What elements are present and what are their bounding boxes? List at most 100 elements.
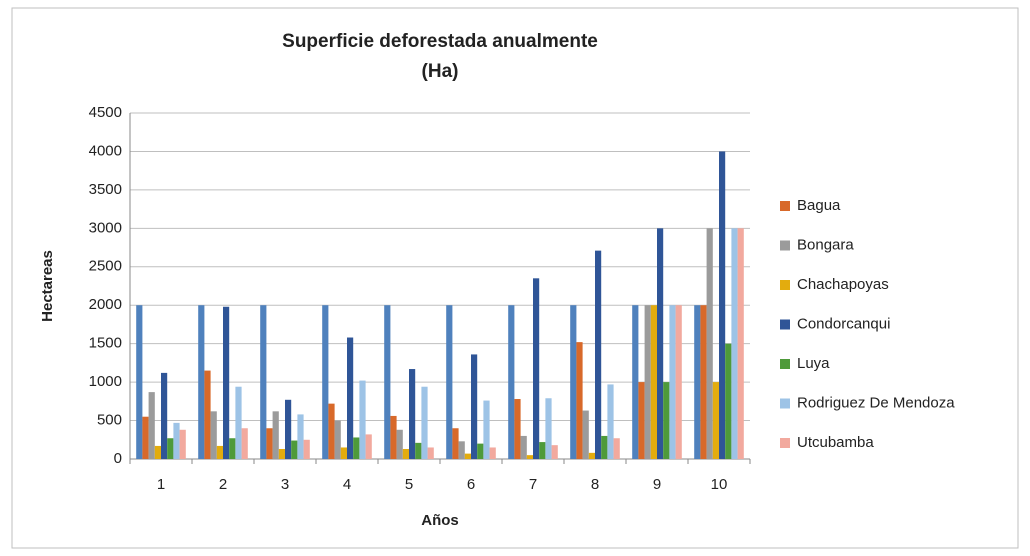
bar [607, 384, 614, 459]
chart-title: Superficie deforestada anualmente [282, 31, 598, 52]
x-tick-label: 2 [219, 476, 227, 493]
bar [210, 411, 217, 459]
bar [520, 435, 527, 459]
bar [737, 228, 744, 459]
bar [285, 399, 292, 459]
legend-label: Condorcanqui [797, 315, 890, 332]
bar [328, 403, 335, 459]
bar [539, 442, 546, 459]
bar [402, 449, 409, 459]
bar [551, 445, 558, 459]
bar [291, 440, 298, 459]
y-tick-label: 500 [97, 412, 122, 429]
x-tick-label: 3 [281, 476, 289, 493]
x-tick-label: 1 [157, 476, 165, 493]
bar [669, 305, 676, 459]
bar [173, 422, 180, 459]
x-tick-label: 6 [467, 476, 475, 493]
bar [260, 305, 267, 459]
bar [148, 392, 155, 459]
bar [650, 305, 657, 459]
bar [353, 437, 360, 459]
legend-label: Rodriguez De Mendoza [797, 394, 955, 411]
legend-swatch [780, 398, 790, 409]
bar [576, 342, 583, 459]
legend-label: Bagua [797, 197, 841, 214]
bar [719, 151, 726, 459]
bar [712, 382, 719, 459]
bar [638, 382, 645, 459]
bar [136, 305, 143, 459]
bar [582, 410, 589, 459]
bar [663, 382, 670, 459]
bar [223, 306, 230, 459]
bar [725, 343, 732, 459]
bar [278, 449, 285, 459]
bar [198, 305, 205, 459]
bar [526, 455, 533, 459]
bar [545, 398, 552, 459]
bar [588, 452, 595, 459]
bar [334, 420, 341, 459]
legend-label: Utcubamba [797, 434, 874, 451]
legend-label: Bongara [797, 236, 854, 253]
bar [216, 445, 223, 459]
bar [340, 447, 347, 459]
bar [452, 428, 459, 459]
legend-swatch [780, 359, 790, 369]
bar [384, 305, 391, 459]
x-tick-label: 10 [711, 476, 728, 493]
y-tick-label: 1500 [89, 335, 122, 352]
bar [731, 228, 738, 459]
bar [644, 305, 651, 459]
bar [700, 305, 707, 459]
y-tick-label: 4000 [89, 142, 122, 159]
bar [570, 305, 577, 459]
bar [613, 438, 620, 459]
bar [675, 305, 682, 459]
bar [483, 400, 490, 459]
y-tick-label: 3000 [89, 219, 122, 236]
bar [359, 380, 366, 459]
bar [347, 337, 354, 459]
bar [241, 428, 248, 459]
bar [235, 386, 242, 459]
x-tick-label: 5 [405, 476, 413, 493]
legend-swatch [780, 201, 790, 211]
y-tick-label: 3500 [89, 181, 122, 198]
y-tick-label: 4500 [89, 104, 122, 121]
bar [458, 441, 465, 459]
bar [322, 305, 329, 459]
bar [489, 447, 496, 459]
bar [229, 438, 236, 459]
x-tick-label: 9 [653, 476, 661, 493]
bar [533, 278, 540, 459]
bar [446, 305, 453, 459]
bar [272, 411, 279, 459]
y-tick-label: 2500 [89, 258, 122, 275]
y-tick-label: 2000 [89, 296, 122, 313]
legend-swatch [780, 319, 790, 330]
x-axis-title: Años [421, 512, 459, 529]
bar [396, 429, 403, 459]
bar [595, 250, 602, 459]
bar [508, 305, 515, 459]
bar [601, 435, 608, 459]
y-tick-label: 1000 [89, 373, 122, 390]
bar [297, 414, 304, 459]
y-axis-title: Hectareas [39, 250, 56, 322]
bar [657, 228, 664, 459]
legend-swatch [780, 280, 790, 290]
bar [421, 386, 428, 459]
legend-swatch [780, 438, 790, 448]
bar [477, 443, 484, 459]
bar [179, 429, 186, 459]
legend-label: Chachapoyas [797, 276, 889, 293]
bar [471, 354, 478, 459]
x-tick-label: 7 [529, 476, 537, 493]
bar [390, 415, 397, 459]
bar [142, 416, 149, 459]
legend-label: Luya [797, 355, 830, 372]
chart-title: (Ha) [422, 61, 459, 82]
legend-swatch [780, 240, 790, 251]
